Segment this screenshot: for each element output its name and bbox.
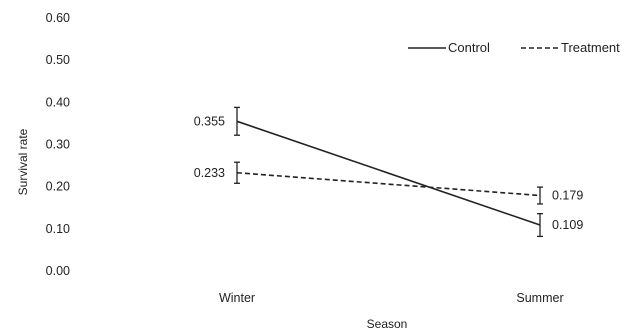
x-axis: Winter Summer — [219, 291, 564, 305]
y-tick-label: 0.50 — [46, 53, 70, 67]
y-tick-label: 0.00 — [46, 264, 70, 278]
x-tick-label: Summer — [516, 291, 563, 305]
y-axis-title: Survival rate — [16, 128, 30, 195]
error-bar — [537, 186, 543, 205]
legend-item-treatment: Treatment — [521, 40, 620, 55]
y-tick-label: 0.60 — [46, 11, 70, 25]
data-label: 0.233 — [194, 166, 225, 180]
legend-label: Treatment — [561, 40, 620, 55]
y-tick-label: 0.30 — [46, 138, 70, 152]
legend-item-control: Control — [408, 40, 490, 55]
error-bar — [234, 106, 240, 136]
series-layer: 0.355 0.109 0.233 0.179 — [194, 106, 583, 238]
y-tick-label: 0.20 — [46, 180, 70, 194]
data-label: 0.355 — [194, 114, 225, 128]
error-bar — [234, 161, 240, 184]
x-axis-title: Season — [367, 317, 408, 330]
series-control: 0.355 0.109 — [194, 106, 583, 238]
series-line — [236, 120, 541, 226]
data-label: 0.109 — [552, 218, 583, 232]
legend-label: Control — [448, 40, 490, 55]
y-tick-label: 0.40 — [46, 95, 70, 109]
legend: Control Treatment — [408, 40, 620, 55]
y-tick-label: 0.10 — [46, 222, 70, 236]
x-tick-label: Winter — [219, 291, 255, 305]
data-label: 0.179 — [552, 189, 583, 203]
error-bar — [537, 213, 543, 238]
y-axis: 0.00 0.10 0.20 0.30 0.40 0.50 0.60 — [46, 11, 70, 278]
series-line — [236, 171, 541, 197]
series-treatment: 0.233 0.179 — [194, 161, 583, 205]
